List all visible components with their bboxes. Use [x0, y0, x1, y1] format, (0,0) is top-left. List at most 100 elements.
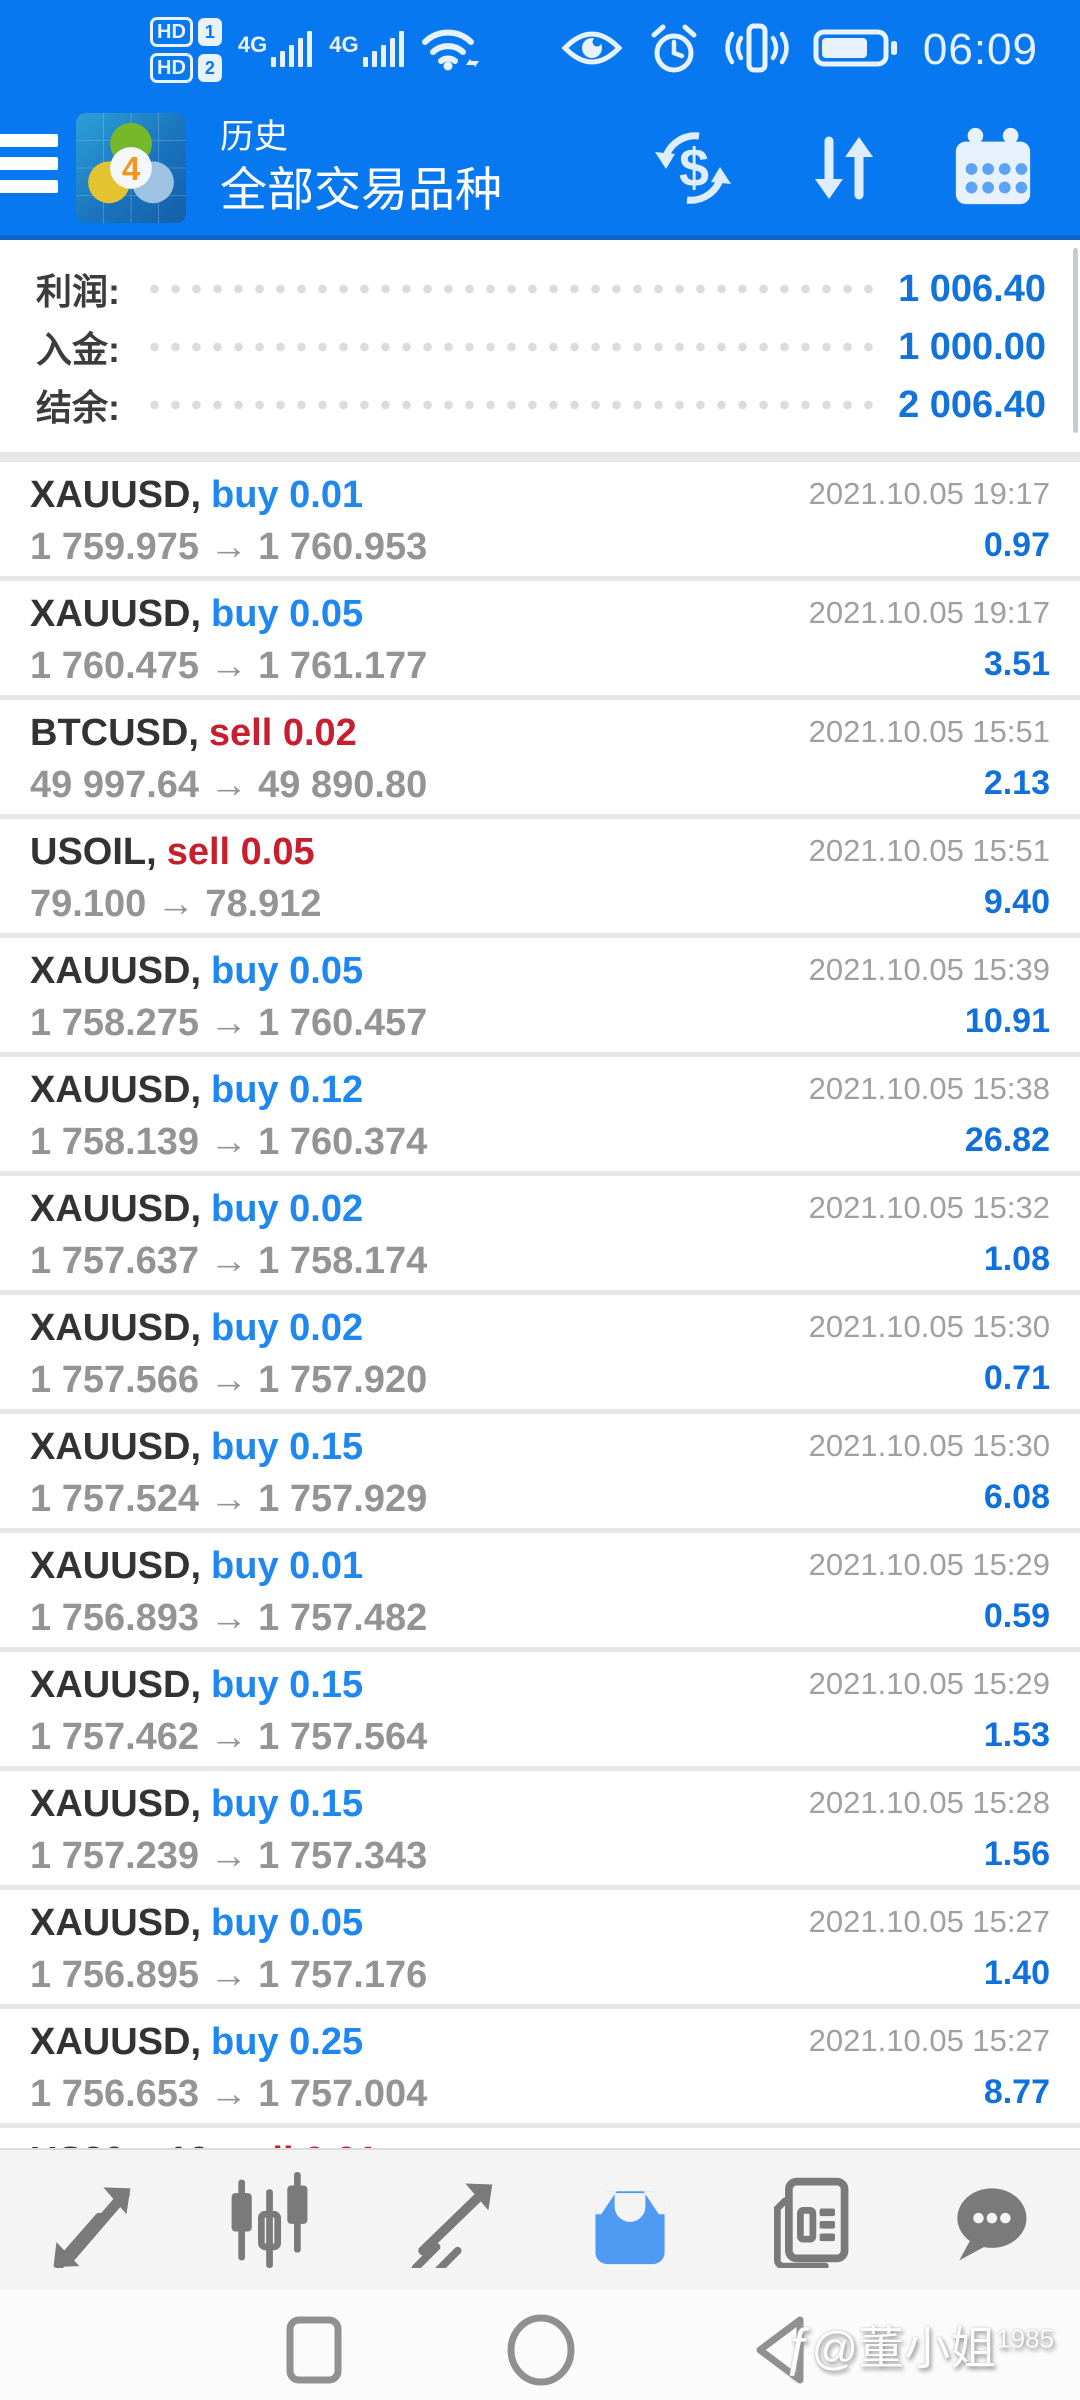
- tab-history[interactable]: [540, 2150, 720, 2290]
- trade-prices: 1 760.475 → 1 761.177: [30, 645, 428, 687]
- trade-row[interactable]: XAUUSD, buy 0.12 1 758.139 → 1 760.374 20…: [0, 1057, 1080, 1171]
- trade-meta: 2021.10.05 15:51 9.40: [809, 833, 1050, 922]
- trade-meta: 2021.10.05 15:27 8.77: [809, 2023, 1050, 2112]
- trade-row[interactable]: XAUUSD, buy 0.01 1 759.975 → 1 760.953 20…: [0, 462, 1080, 576]
- trade-symbol: XAUUSD,: [30, 1783, 202, 1825]
- sim1-number: 1: [197, 18, 222, 46]
- home-circle-icon: [507, 2314, 575, 2386]
- trade-row[interactable]: XAUUSD, buy 0.15 1 757.524 → 1 757.929 20…: [0, 1414, 1080, 1528]
- trade-symbol: XAUUSD,: [30, 2021, 202, 2063]
- android-nav-bar: ƒ@董小姐1985: [0, 2290, 1080, 2400]
- recents-button[interactable]: [286, 2316, 342, 2389]
- trade-operation: buy 0.05: [211, 593, 364, 635]
- signal-bars-icon: [271, 29, 313, 72]
- summary-label: 入金:: [36, 329, 120, 370]
- trade-prices: 1 757.462 → 1 757.564: [30, 1716, 428, 1758]
- trade-profit: 1.40: [983, 1954, 1050, 1992]
- trade-profit: 3.51: [983, 645, 1050, 683]
- trade-prices: 49 997.64 → 49 890.80: [30, 764, 428, 806]
- calendar-button[interactable]: [950, 125, 1036, 211]
- trade-row[interactable]: XAUUSD, buy 0.05 1 760.475 → 1 761.177 20…: [0, 581, 1080, 695]
- quotes-arrows-icon: [53, 2187, 131, 2268]
- back-button[interactable]: [750, 2314, 808, 2391]
- trade-meta: 2021.10.05 15:39 10.91: [809, 952, 1050, 1041]
- trade-line-icon: [411, 2183, 493, 2268]
- home-button[interactable]: [505, 2314, 577, 2391]
- summary-value: 1 000.00: [898, 325, 1046, 368]
- trade-profit: 0.59: [983, 1597, 1050, 1635]
- alarm-clock-icon: [647, 22, 701, 79]
- trade-datetime: 2021.10.05 19:17: [808, 476, 1050, 511]
- trade-row[interactable]: XAUUSD, buy 0.15 1 757.239 → 1 757.343 20…: [0, 1771, 1080, 1885]
- trade-title: XAUUSD, buy 0.01: [30, 474, 1050, 517]
- trade-datetime: 2021.10.05 15:27: [808, 2023, 1050, 2058]
- trade-row[interactable]: XAUUSD, buy 0.25 1 756.653 → 1 757.004 20…: [0, 2009, 1080, 2123]
- network-type-label: 4G: [237, 31, 268, 57]
- tab-quotes[interactable]: [0, 2150, 180, 2290]
- trade-profit: 2.13: [983, 764, 1050, 802]
- watermark-text: @董小姐: [811, 2322, 997, 2374]
- news-icon: [774, 2177, 849, 2268]
- trade-row[interactable]: XAUUSD, buy 0.05 1 758.275 → 1 760.457 20…: [0, 938, 1080, 1052]
- trade-profit: 9.40: [983, 883, 1050, 921]
- trade-datetime: 2021.10.05 15:51: [808, 714, 1050, 749]
- trade-row[interactable]: XAUUSD, buy 0.15 1 757.462 → 1 757.564 20…: [0, 1652, 1080, 1766]
- trade-meta: 2021.10.05 15:29 1.53: [809, 1666, 1050, 1755]
- watermark: ƒ@董小姐1985: [783, 2312, 1054, 2378]
- trade-meta: 2021.10.05 19:17 3.51: [809, 595, 1050, 684]
- network-type-label: 4G: [329, 31, 359, 57]
- sort-arrows-icon: [815, 136, 873, 199]
- trade-operation: buy 0.15: [211, 1664, 364, 1706]
- candlestick-chart-icon: [231, 2172, 308, 2268]
- trade-row[interactable]: BTCUSD, sell 0.02 49 997.64 → 49 890.80 2…: [0, 700, 1080, 814]
- trade-symbol: USOIL,: [30, 831, 157, 873]
- currency-exchange-button[interactable]: $: [650, 125, 736, 211]
- trade-title: XAUUSD, buy 0.05: [30, 950, 1050, 993]
- page-title: 历史: [220, 117, 288, 156]
- eye-comfort-icon: [561, 25, 623, 76]
- trade-symbol: XAUUSD,: [30, 593, 202, 635]
- trade-title: USOIL, sell 0.05: [30, 831, 1050, 874]
- account-summary: 利润: 1 006.40 入金: 1 000.00 结余: 2 006.40: [0, 240, 1080, 452]
- trade-row[interactable]: XAUUSD, buy 0.02 1 757.566 → 1 757.920 20…: [0, 1295, 1080, 1409]
- sim2-number: 2: [197, 54, 222, 82]
- trade-title: XAUUSD, buy 0.05: [30, 1902, 1050, 1945]
- trade-operation: buy 0.25: [211, 2021, 364, 2063]
- trade-symbol: XAUUSD,: [30, 1902, 202, 1944]
- trade-row[interactable]: XAUUSD, buy 0.01 1 756.893 → 1 757.482 20…: [0, 1533, 1080, 1647]
- hd2-badge: HD 2: [150, 53, 222, 83]
- trade-prices: 1 757.637 → 1 758.174: [30, 1240, 428, 1282]
- sim-badges: HD 1 HD 2: [150, 17, 222, 83]
- trade-row[interactable]: XAUUSD, buy 0.05 1 756.895 → 1 757.176 20…: [0, 1890, 1080, 2004]
- sort-button[interactable]: [800, 125, 886, 211]
- trade-row[interactable]: XAUUSD, buy 0.02 1 757.637 → 1 758.174 20…: [0, 1176, 1080, 1290]
- scrollbar-thumb[interactable]: [1073, 248, 1078, 433]
- trade-prices: 1 758.139 → 1 760.374: [30, 1121, 428, 1163]
- trade-datetime: 2021.10.05 19:17: [808, 595, 1050, 630]
- messages-icon: [957, 2188, 1027, 2261]
- trade-meta: 2021.10.05 15:29 0.59: [809, 1547, 1050, 1636]
- trade-datetime: 2021.10.05 15:29: [808, 1666, 1050, 1701]
- trade-profit: 0.97: [983, 526, 1050, 564]
- tab-trade[interactable]: [360, 2150, 540, 2290]
- metatrader4-app-icon[interactable]: 4: [76, 112, 186, 223]
- trade-operation: sell 0.05: [166, 831, 315, 873]
- tab-news[interactable]: [720, 2150, 900, 2290]
- tab-charts[interactable]: [180, 2150, 360, 2290]
- bottom-toolbar: [0, 2148, 1080, 2290]
- trade-row[interactable]: USOIL, sell 0.05 79.100 → 78.912 2021.10.…: [0, 819, 1080, 933]
- trade-prices: 79.100 → 78.912: [30, 883, 322, 925]
- trade-title: XAUUSD, buy 0.02: [30, 1307, 1050, 1350]
- back-triangle-icon: [756, 2316, 804, 2384]
- tab-messages[interactable]: [900, 2150, 1080, 2290]
- trade-symbol: XAUUSD,: [30, 1069, 202, 1111]
- summary-value: 2 006.40: [898, 383, 1046, 426]
- hamburger-menu-icon[interactable]: [0, 134, 58, 193]
- trade-prices: 1 756.895 → 1 757.176: [30, 1954, 428, 1996]
- status-right-cluster: 06:09: [561, 22, 1038, 79]
- trade-prices: 1 759.975 → 1 760.953: [30, 526, 428, 568]
- trade-title: XAUUSD,buy 0.15: [30, 1664, 1050, 1707]
- trade-symbol: XAUUSD,: [30, 1426, 202, 1468]
- trade-prices: 1 757.239 → 1 757.343: [30, 1835, 428, 1877]
- trade-profit: 0.71: [983, 1359, 1050, 1397]
